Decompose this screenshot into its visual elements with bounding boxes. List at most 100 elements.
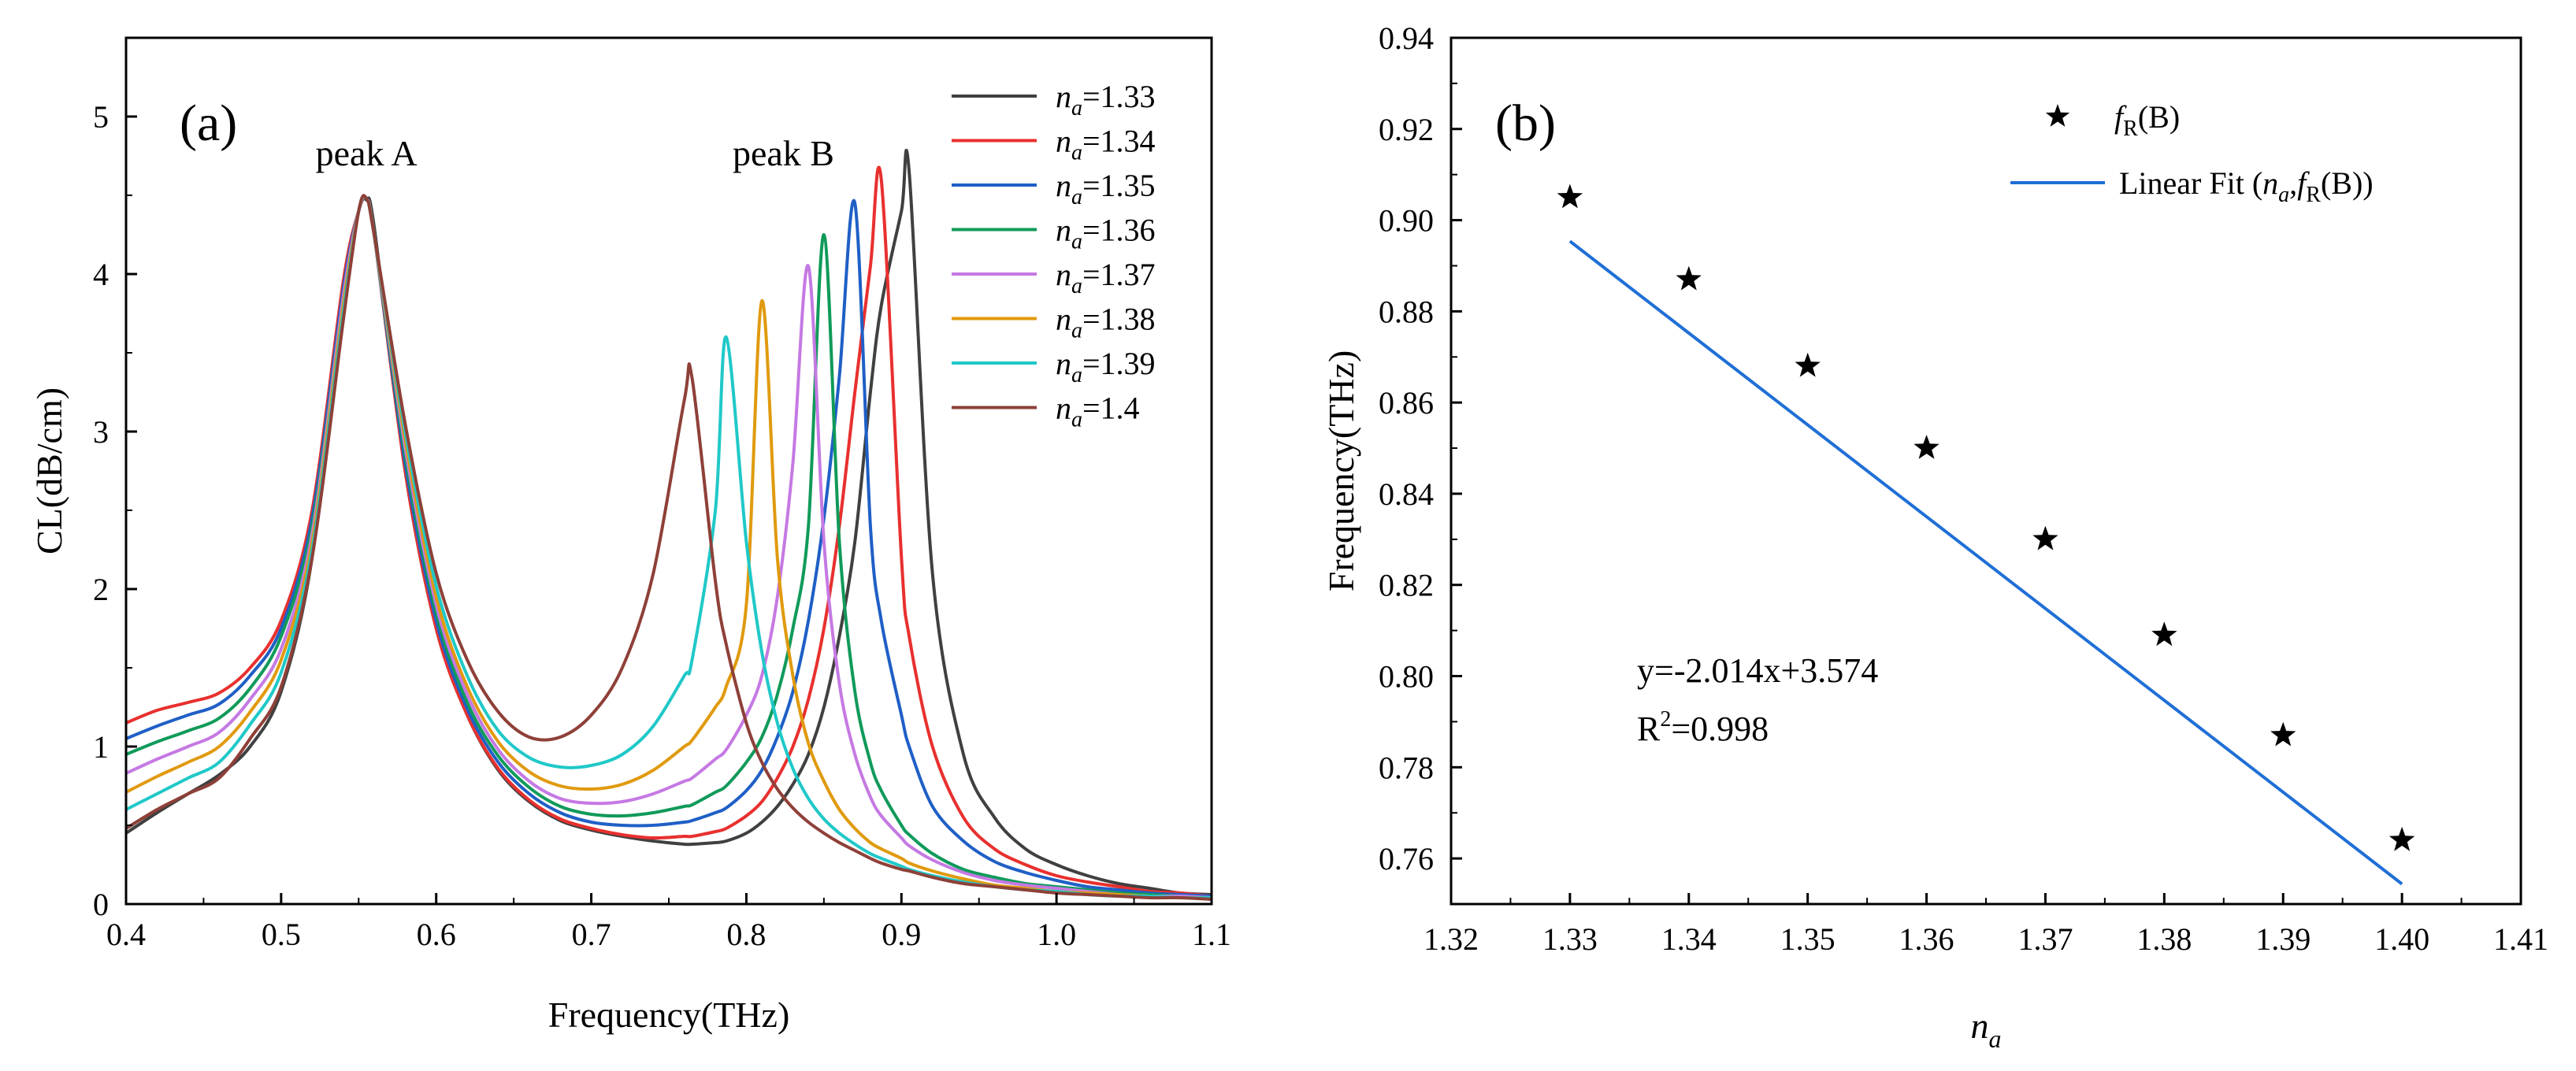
y-tick-label: 0.92 (1379, 112, 1434, 147)
x-tick-label: 1.35 (1780, 921, 1835, 957)
x-tick-label: 1.40 (2374, 921, 2429, 957)
legend-value: =1.37 (1082, 257, 1156, 292)
x-tick-label: 1.32 (1423, 921, 1479, 957)
legend-entry-4: na=1.36 (1056, 213, 1156, 254)
legend-fit-a: a (2278, 183, 2289, 207)
panel-a-y-axis-title: CL(dB/cm) (29, 387, 69, 554)
panel-a-cl-spectrum: 0.4 0.5 0.6 0.7 0.8 0.9 1.0 1.1 0 1 2 3 4 5 (a) peak … (29, 36, 1231, 1035)
legend-value: =1.39 (1082, 346, 1156, 381)
legend-entry-1: na=1.33 (1056, 79, 1156, 120)
y-tick-label: 0.82 (1379, 568, 1434, 603)
x-tick-label: 1.38 (2136, 921, 2192, 957)
x-tick-label: 1.39 (2255, 921, 2311, 957)
x-tick-label: 1.0 (1037, 917, 1076, 952)
legend-fit-sub: R (2306, 183, 2321, 207)
x-tick-label: 0.8 (726, 917, 766, 952)
legend-symbol-n: n (1056, 79, 1071, 114)
y-tick-label: 0 (93, 887, 109, 922)
legend-entry-8: na=1.4 (1056, 391, 1140, 432)
legend-points-sub: R (2123, 117, 2138, 141)
legend-subscript-a: a (1071, 185, 1082, 209)
data-point-star (2270, 721, 2296, 747)
x-tick-label: 1.37 (2017, 921, 2073, 957)
data-point-star (2389, 826, 2415, 851)
legend-symbol-n: n (1056, 346, 1071, 381)
x-tick-label: 1.41 (2493, 921, 2548, 957)
y-tick-label: 0.86 (1379, 385, 1434, 421)
x-tick-label: 0.7 (572, 917, 611, 952)
legend-value: =1.36 (1082, 213, 1156, 248)
y-tick-label: 5 (93, 99, 109, 135)
r2-value: =0.998 (1671, 710, 1769, 748)
panel-a-x-axis-title: Frequency(THz) (548, 995, 790, 1035)
y-tick-label: 0.90 (1379, 203, 1434, 239)
y-tick-label: 0.80 (1379, 659, 1434, 695)
legend-fit-comma: , (2289, 165, 2297, 201)
x-tick-label: 1.33 (1542, 921, 1598, 957)
y-tick-label: 0.88 (1379, 294, 1434, 329)
y-tick-label: 0.78 (1379, 750, 1434, 785)
x-tick-label: 0.4 (106, 917, 146, 952)
data-point-star (2032, 525, 2058, 550)
x-tick-label: 0.9 (882, 917, 921, 952)
legend-subscript-a: a (1071, 141, 1082, 165)
panel-b-legend: fR(B) Linear Fit (na,fR(B)) (2010, 99, 2374, 207)
x-tick-label: 0.5 (262, 917, 301, 952)
y-tick-label: 1 (93, 729, 109, 765)
legend-value: =1.34 (1082, 124, 1156, 159)
legend-entry-2: na=1.34 (1056, 124, 1156, 165)
x-tick-label: 1.34 (1661, 921, 1717, 957)
legend-symbol-n: n (1056, 302, 1071, 337)
legend-value: =1.35 (1082, 168, 1156, 203)
r2-superscript: 2 (1660, 707, 1671, 732)
data-point-star (1913, 435, 1939, 459)
legend-fit-n: n (2262, 165, 2278, 201)
panel-b-ticks: 1.32 1.33 1.34 1.35 1.36 1.37 1.38 1.39 1.40 1.41… (1379, 20, 2548, 957)
panel-a-series-layer (124, 148, 1212, 901)
y-tick-label: 3 (93, 414, 109, 450)
legend-star-marker (2045, 104, 2070, 127)
panel-b-frequency-fit: 1.32 1.33 1.34 1.35 1.36 1.37 1.38 1.39 1.40 1.41… (1321, 20, 2548, 1053)
panel-b-xlabel-a: a (1989, 1025, 2002, 1053)
x-tick-label: 0.6 (417, 917, 456, 952)
y-tick-label: 0.84 (1379, 476, 1434, 512)
legend-entry-3: na=1.35 (1056, 168, 1156, 209)
peak-a-annotation: peak A (316, 133, 418, 173)
legend-value: =1.33 (1082, 79, 1156, 114)
legend-fit-rest: (B)) (2321, 165, 2374, 201)
panel-b-x-axis-title: na (1971, 1006, 2002, 1053)
legend-subscript-a: a (1071, 408, 1082, 432)
legend-symbol-n: n (1056, 168, 1071, 203)
legend-symbol-n: n (1056, 213, 1071, 248)
legend-value: =1.38 (1082, 302, 1156, 337)
legend-entry-7: na=1.39 (1056, 346, 1156, 387)
legend-entry-5: na=1.37 (1056, 257, 1156, 298)
x-tick-label: 1.1 (1192, 917, 1231, 952)
legend-value: =1.4 (1082, 391, 1140, 426)
panel-b-y-axis-title: Frequency(THz) (1321, 350, 1361, 592)
panel-a-label: (a) (180, 94, 237, 152)
data-point-star (1557, 183, 1583, 209)
series-line-8 (124, 194, 1212, 901)
panel-b-data-points (1557, 183, 2415, 851)
legend-symbol-n: n (1056, 391, 1071, 426)
legend-symbol-n: n (1056, 124, 1071, 159)
fit-equation: y=-2.014x+3.574 (1637, 651, 1878, 690)
legend-subscript-a: a (1071, 274, 1082, 298)
y-tick-label: 0.76 (1379, 841, 1434, 876)
legend-subscript-a: a (1071, 363, 1082, 387)
legend-subscript-a: a (1071, 230, 1082, 254)
peak-b-annotation: peak B (733, 133, 834, 173)
legend-subscript-a: a (1071, 319, 1082, 343)
legend-fit-label: Linear Fit (na,fR(B)) (2119, 165, 2374, 207)
y-tick-label: 0.94 (1379, 20, 1434, 56)
x-tick-label: 1.36 (1899, 921, 1954, 957)
linear-fit-line (1568, 239, 2403, 886)
data-point-star (2151, 621, 2177, 647)
y-tick-label: 2 (93, 572, 109, 607)
panel-a-legend: na=1.33na=1.34na=1.35na=1.36na=1.37na=1.… (952, 79, 1156, 432)
legend-symbol-n: n (1056, 257, 1071, 292)
panel-b-label: (b) (1495, 94, 1556, 152)
